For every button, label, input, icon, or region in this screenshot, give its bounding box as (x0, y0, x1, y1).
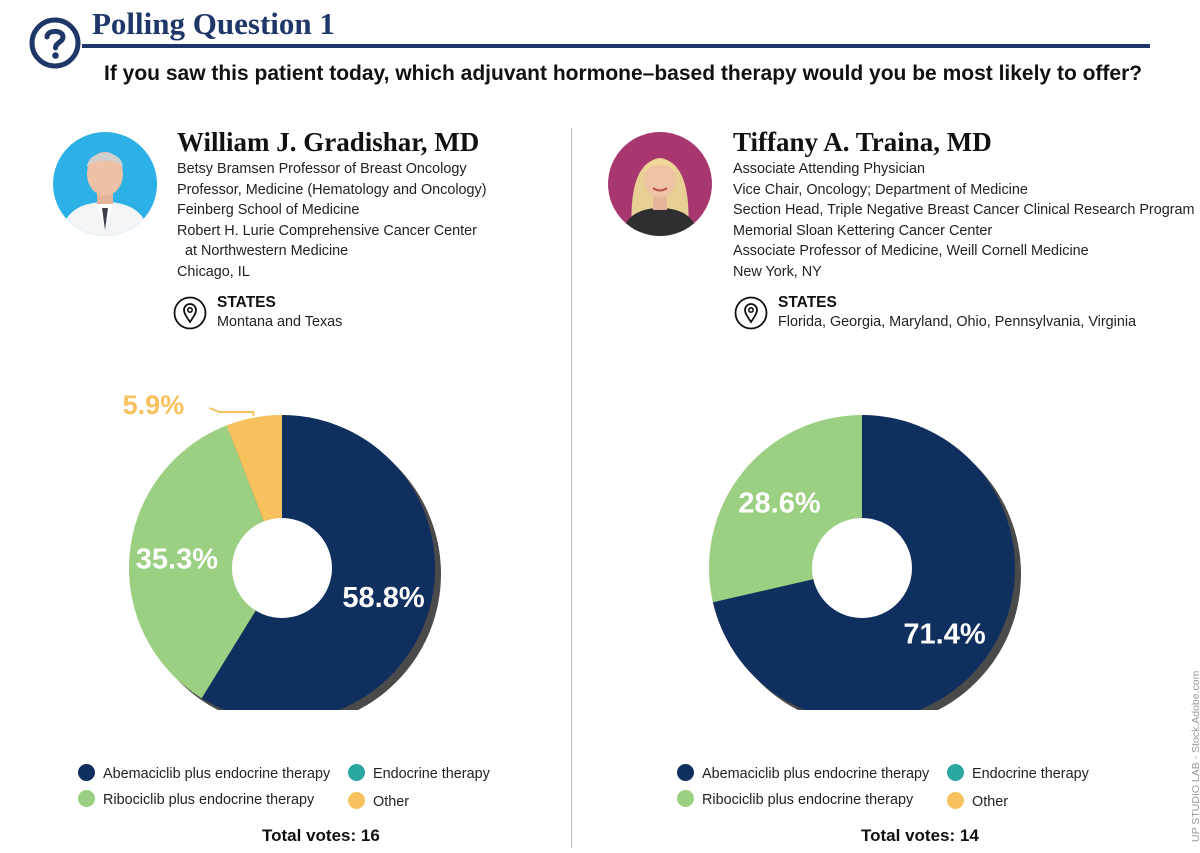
legend-item-other: Other (947, 792, 1008, 810)
legend-label: Other (972, 794, 1008, 810)
doctor-name-right: Tiffany A. Traina, MD (733, 127, 992, 157)
affiliation-line: Betsy Bramsen Professor of Breast Oncolo… (177, 161, 467, 177)
legend-label: Abemaciclib plus endocrine therapy (103, 766, 331, 782)
location-pin-icon (734, 296, 768, 330)
affiliation-line: Chicago, IL (177, 263, 250, 280)
affiliation-line: Robert H. Lurie Comprehensive Cancer Cen… (177, 222, 477, 239)
legend-label: Ribociclib plus endocrine therapy (103, 792, 315, 808)
location-pin-icon (173, 296, 207, 330)
data-label: 35.3% (136, 543, 218, 575)
legend-label: Endocrine therapy (373, 766, 490, 782)
legend-item-ribociclib: Ribociclib plus endocrine therapy (677, 790, 913, 808)
donut-hole (812, 518, 912, 618)
image-credit: UP STUDIO LAB - Stock.Adobe.com (1190, 670, 1200, 842)
states-heading-right: STATES (778, 294, 837, 311)
states-value-left: Montana and Texas (217, 314, 343, 330)
slice-ribociclib-plus-endocrine-therapy (128, 425, 282, 699)
legend-swatch (947, 792, 964, 809)
affiliation-line: Section Head, Triple Negative Breast Can… (733, 202, 1195, 219)
affiliation-line: Memorial Sloan Kettering Cancer Center (733, 222, 993, 239)
legend-swatch (78, 764, 95, 781)
title-rule (82, 44, 1150, 48)
legend-item-abemaciclib: Abemaciclib plus endocrine therapy (677, 764, 929, 782)
donut-chart-gradishar: 58.8% 35.3% 5.9% (123, 390, 441, 710)
poll-title: Polling Question 1 (92, 6, 335, 41)
legend-swatch (348, 792, 365, 809)
affiliation-line: Associate Professor of Medicine, Weill C… (733, 243, 1089, 260)
legend-swatch (947, 764, 964, 781)
legend-swatch (677, 790, 694, 807)
doctor-affiliation-right: Associate Attending Physician Vice Chair… (733, 159, 1195, 283)
donut-chart-traina: 71.4% 28.6% (709, 415, 1021, 710)
states-heading-left: STATES (217, 294, 276, 311)
legend-swatch (348, 764, 365, 781)
doctor-affiliation-left: Betsy Bramsen Professor of Breast Oncolo… (177, 159, 487, 283)
data-label: 58.8% (342, 582, 424, 614)
total-votes-left: Total votes: 16 (262, 826, 380, 845)
legend-swatch (78, 790, 95, 807)
avatar-gradishar (53, 132, 157, 236)
affiliation-line: New York, NY (733, 263, 822, 280)
affiliation-line: Associate Attending Physician (733, 161, 925, 177)
affiliation-line: Professor, Medicine (Hematology and Onco… (177, 181, 487, 198)
callout-line (209, 407, 255, 416)
avatar-traina (608, 132, 712, 236)
data-label: 5.9% (123, 390, 185, 420)
total-votes-right: Total votes: 14 (861, 826, 979, 845)
legend-swatch (677, 764, 694, 781)
legend-item-endocrine: Endocrine therapy (348, 764, 490, 782)
doctor-name-left: William J. Gradishar, MD (177, 127, 480, 157)
poll-question: If you saw this patient today, which adj… (104, 62, 1143, 85)
legend-label: Ribociclib plus endocrine therapy (702, 792, 914, 808)
donut-hole (232, 518, 332, 618)
legend-label: Endocrine therapy (972, 766, 1089, 782)
legend-item-ribociclib: Ribociclib plus endocrine therapy (78, 790, 314, 808)
column-divider (571, 128, 572, 848)
states-value-right: Florida, Georgia, Maryland, Ohio, Pennsy… (778, 314, 1137, 330)
legend-item-abemaciclib: Abemaciclib plus endocrine therapy (78, 764, 330, 782)
affiliation-line: at Northwestern Medicine (177, 243, 349, 260)
affiliation-line: Vice Chair, Oncology; Department of Medi… (733, 181, 1028, 198)
affiliation-line: Feinberg School of Medicine (177, 202, 360, 219)
data-label: 71.4% (903, 619, 985, 651)
data-label: 28.6% (738, 487, 820, 519)
legend-label: Abemaciclib plus endocrine therapy (702, 766, 930, 782)
legend-label: Other (373, 794, 409, 810)
question-circle-icon (29, 17, 81, 69)
legend-item-endocrine: Endocrine therapy (947, 764, 1089, 782)
legend-item-other: Other (348, 792, 409, 810)
